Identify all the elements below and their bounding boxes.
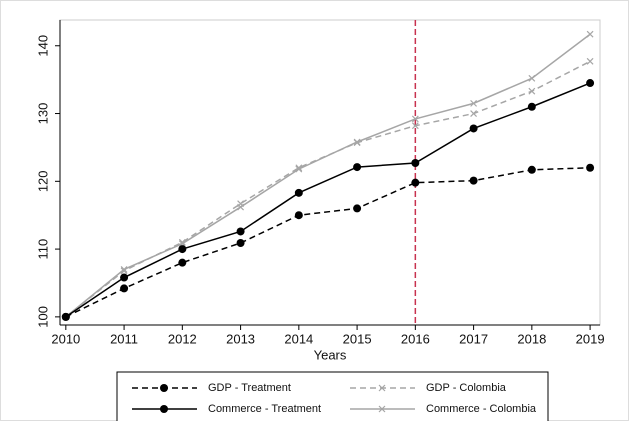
y-tick-label: 100 <box>35 306 50 328</box>
point <box>294 188 303 197</box>
x-tick-label: 2011 <box>110 331 138 346</box>
point <box>236 227 245 236</box>
legend-marker <box>378 384 386 392</box>
point <box>470 110 478 117</box>
point <box>178 245 187 254</box>
point <box>528 87 536 95</box>
legend-label: GDP - Treatment <box>208 382 291 394</box>
point <box>528 74 536 82</box>
point <box>527 165 536 174</box>
legend-label: Commerce - Colombia <box>426 403 537 415</box>
series-line <box>65 33 591 318</box>
point <box>586 30 594 38</box>
point <box>236 238 245 247</box>
series-line <box>65 167 591 318</box>
point <box>586 163 595 172</box>
y-tick-label: 130 <box>35 103 50 125</box>
x-tick-label: 2017 <box>459 331 488 346</box>
x-tick-label: 2014 <box>284 331 313 346</box>
point <box>411 122 419 130</box>
y-tick-label: 140 <box>35 35 50 57</box>
point <box>178 258 187 267</box>
x-axis-label: Years <box>314 347 347 362</box>
point <box>586 79 595 88</box>
point <box>411 178 420 187</box>
point <box>120 265 128 273</box>
legend-label: Commerce - Treatment <box>208 403 321 415</box>
legend-marker <box>160 384 168 392</box>
point <box>61 312 70 321</box>
x-tick-label: 2019 <box>576 331 605 346</box>
point <box>469 176 478 185</box>
point <box>527 102 536 111</box>
point <box>353 163 362 172</box>
x-tick-label: 2018 <box>517 331 546 346</box>
legend-marker <box>378 405 386 413</box>
point <box>411 159 420 168</box>
point <box>120 273 129 282</box>
legend-box <box>116 371 549 421</box>
point <box>411 115 419 123</box>
point <box>469 124 478 133</box>
series-line <box>65 82 591 318</box>
point <box>237 203 245 211</box>
point <box>294 211 303 220</box>
point <box>470 99 478 107</box>
series-line <box>65 60 591 318</box>
x-tick-label: 2012 <box>168 331 197 346</box>
legend-marker <box>160 405 168 413</box>
x-tick-label: 2010 <box>51 331 80 346</box>
legend-label: GDP - Colombia <box>426 382 507 394</box>
x-tick-label: 2015 <box>343 331 372 346</box>
legend: GDP - Treatment GDP - Colombia Commerce - … <box>132 382 537 415</box>
point <box>295 165 303 173</box>
point <box>353 138 361 146</box>
point <box>353 204 362 213</box>
x-tick-label: 2016 <box>401 331 430 346</box>
y-tick-label: 110 <box>35 239 50 260</box>
point <box>120 284 129 293</box>
y-tick-label: 120 <box>35 170 50 192</box>
x-tick-label: 2013 <box>226 331 255 346</box>
point <box>586 57 594 65</box>
